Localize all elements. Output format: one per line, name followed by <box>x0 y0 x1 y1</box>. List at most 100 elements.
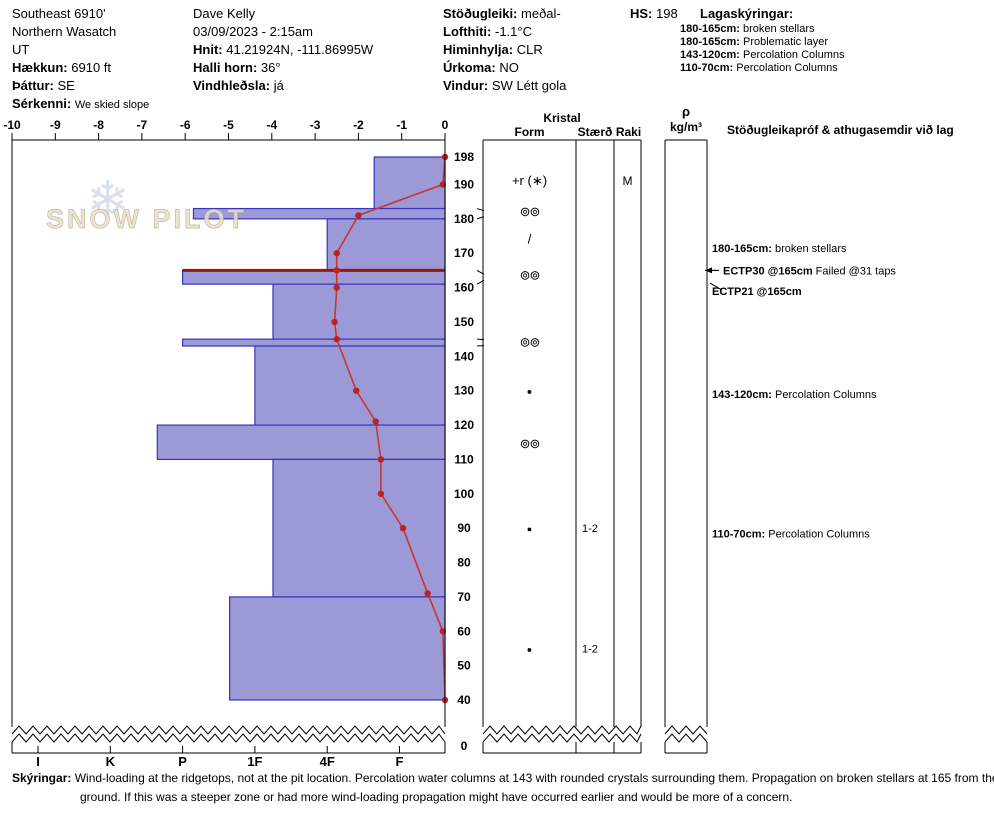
grain-form-symbol: ● <box>527 644 532 654</box>
comment-arrow-head <box>705 267 712 274</box>
depth-base-label: 0 <box>461 739 468 753</box>
grain-form-symbol: ● <box>527 387 532 397</box>
legend-entry-text: broken stellars <box>743 23 815 35</box>
notes-label: Skýringar: <box>12 771 72 785</box>
temp-tick-label: 0 <box>442 118 449 132</box>
stability-comment: ECTP30 @165cm Failed @31 taps <box>723 265 896 277</box>
legend-entry-range: 110-70cm: <box>680 62 734 74</box>
temp-tick-label: -10 <box>3 118 21 132</box>
site-region: Northern Wasatch <box>12 24 117 39</box>
field-special-label: Sérkenni: <box>12 96 72 111</box>
layer-connector <box>476 208 485 212</box>
hardness-tick-label: 4F <box>320 754 335 769</box>
site-name: Southeast 6910' <box>12 6 106 21</box>
legend-entry-text: Problematic layer <box>743 36 828 48</box>
hardness-tick-label: 1F <box>247 754 262 769</box>
temperature-point <box>333 335 340 343</box>
snow-layer-bar <box>182 269 446 285</box>
legend-entry: 143-120cm: Percolation Columns <box>680 49 845 62</box>
field-coordinates: Hnit: 41.21924N, -111.86995W <box>193 41 373 59</box>
hardness-tick-label: P <box>178 754 187 769</box>
snow-layer-bar <box>272 458 446 598</box>
field-precip-label: Úrkoma: <box>443 60 496 75</box>
stability-comment: 180-165cm: broken stellars <box>712 243 847 255</box>
depth-tick-label: 140 <box>454 349 474 363</box>
temperature-point <box>333 267 340 274</box>
observer-block: Dave Kelly 03/09/2023 - 2:15am Hnit: 41.… <box>193 5 373 95</box>
depth-tick-label: 160 <box>454 281 474 295</box>
field-stability-value: meðal- <box>521 6 561 21</box>
moisture-value: M <box>623 174 633 188</box>
temp-tick-label: -9 <box>50 118 61 132</box>
stability-comment: 110-70cm: Percolation Columns <box>712 528 870 540</box>
hs-label: HS: <box>630 6 653 21</box>
grain-size-value: 1-2 <box>582 523 598 535</box>
hardness-tick-label: F <box>396 754 404 769</box>
site-info-block: Southeast 6910' Northern Wasatch UT Hækk… <box>12 5 149 114</box>
density-symbol-header: ρ <box>682 104 690 119</box>
layer-connector <box>476 269 485 275</box>
layer-legend-block: Lagaskýringar: 180-165cm: broken stellar… <box>680 5 845 75</box>
snow-layer-bar <box>254 345 446 426</box>
field-sky-label: Himinhylja: <box>443 42 514 57</box>
depth-tick-label: 90 <box>457 521 471 535</box>
depth-tick-label: 130 <box>454 384 474 398</box>
layer-connector <box>476 216 485 220</box>
depth-tick-label: 170 <box>454 246 474 260</box>
depth-tick-label: 70 <box>457 590 471 604</box>
field-precip-value: NO <box>499 60 519 75</box>
observer-name: Dave Kelly <box>193 6 256 21</box>
temperature-point <box>439 628 447 635</box>
field-aspect: Þáttur: SE <box>12 77 149 95</box>
legend-entry: 110-70cm: Percolation Columns <box>680 62 845 75</box>
hs-value: 198 <box>656 6 678 21</box>
observation-datetime: 03/09/2023 - 2:15am <box>193 24 313 39</box>
depth-tick-label: 110 <box>454 452 474 466</box>
hardness-tick-label: I <box>36 754 40 769</box>
field-special-value: We skied slope <box>74 99 150 111</box>
depth-tick-label: 40 <box>457 693 471 707</box>
size-header: Stærð <box>578 125 613 139</box>
temperature-point <box>377 490 385 497</box>
grain-form-symbol: / <box>528 231 532 246</box>
temperature-point <box>333 250 340 257</box>
weather-block: Stöðugleiki: meðal- Lofthiti: -1.1°C Him… <box>443 5 566 95</box>
field-sky: Himinhylja: CLR <box>443 41 566 59</box>
temperature-point <box>372 418 379 425</box>
temp-tick-label: -8 <box>93 118 104 132</box>
break-zigzag <box>11 733 446 743</box>
temp-tick-label: -6 <box>180 118 191 132</box>
comments-header: Stöðugleikapróf & athugasemdir við lag <box>727 123 954 137</box>
moisture-header: Raki <box>616 125 641 139</box>
hardness-tick-label: K <box>106 754 116 769</box>
temperature-point <box>331 318 338 326</box>
legend-entry: 180-165cm: broken stellars <box>680 23 845 36</box>
field-stability-label: Stöðugleiki: <box>443 6 518 21</box>
footer-notes: Skýringar: Wind-loading at the ridgetops… <box>12 769 994 807</box>
snow-layer-bar <box>326 218 446 272</box>
comment-connector <box>709 282 723 291</box>
temp-tick-label: -4 <box>266 118 277 132</box>
notes-line-2: ground. If this was a steeper zone or ha… <box>80 790 793 804</box>
kristal-header: Kristal <box>543 111 580 125</box>
snow-layer-bar <box>272 283 446 340</box>
field-wind-value: SW Létt gola <box>491 78 567 93</box>
field-slope-angle: Halli horn: 36° <box>193 59 373 77</box>
legend-entry-range: 143-120cm: <box>680 49 740 61</box>
stability-comment: ECTP21 @165cm <box>712 286 802 298</box>
grain-form-symbol: ⊚⊚ <box>520 268 540 283</box>
temperature-point <box>377 456 385 463</box>
snowpilot-watermark: SNOW PILOT <box>46 204 247 234</box>
field-special: Sérkenni: We skied slope <box>12 95 149 114</box>
break-zigzag <box>482 725 642 735</box>
temp-tick-label: -5 <box>223 118 234 132</box>
break-zigzag <box>664 733 708 743</box>
temp-tick-label: -2 <box>353 118 364 132</box>
field-wind: Vindur: SW Létt gola <box>443 77 566 95</box>
field-elevation-label: Hækkun: <box>12 60 68 75</box>
form-header: Form <box>515 125 545 139</box>
snowflake-icon: ❄ <box>86 172 130 230</box>
notes-text-1: Wind-loading at the ridgetops, not at th… <box>74 771 994 785</box>
snow-layer-bar <box>182 338 446 347</box>
